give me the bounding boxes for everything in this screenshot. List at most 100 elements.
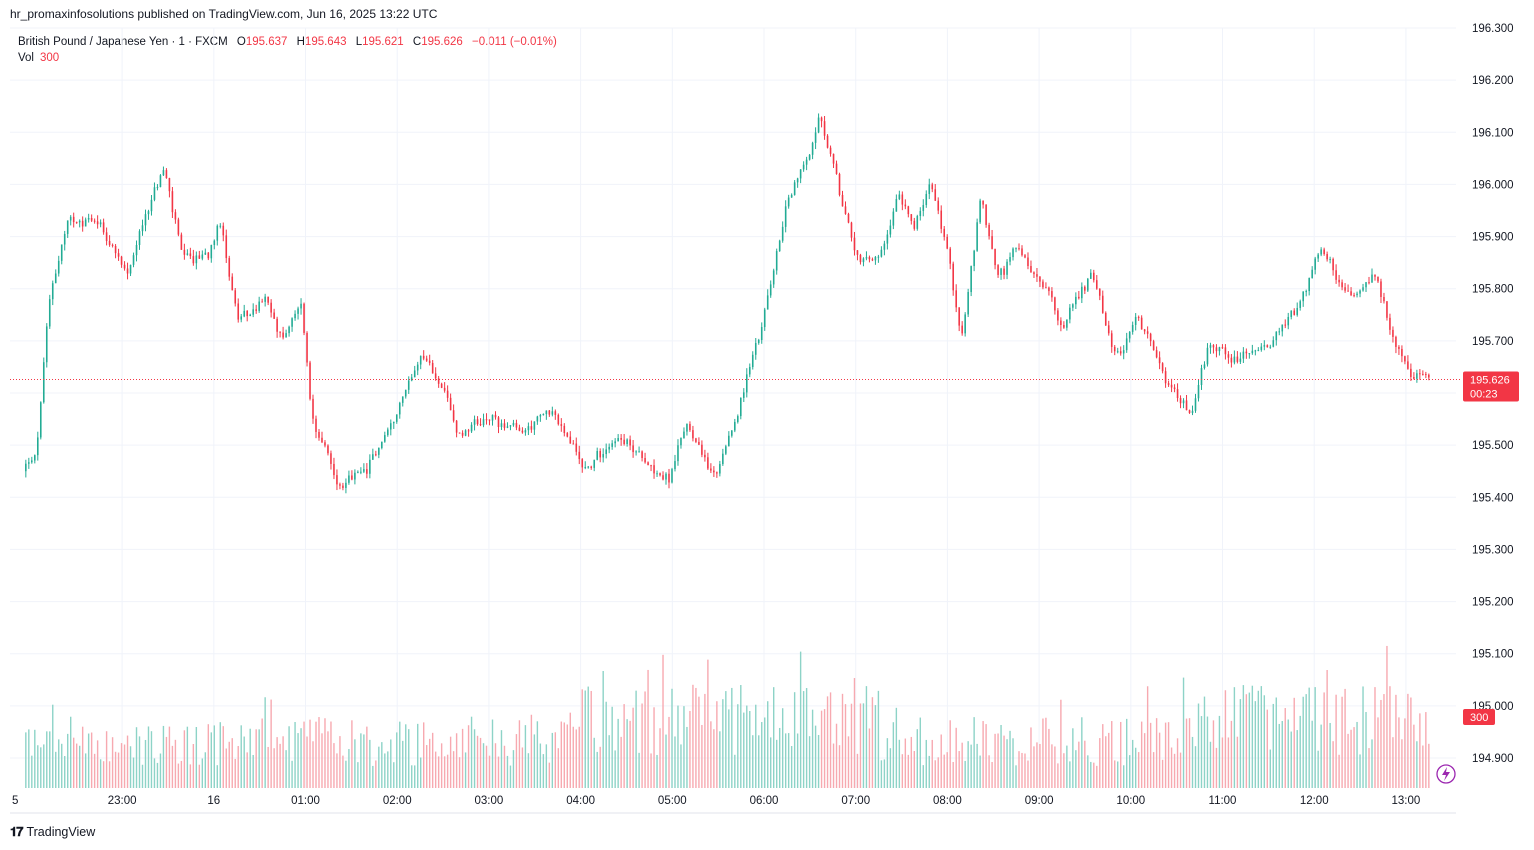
- volume-bar: [497, 756, 500, 788]
- candle-body: [473, 419, 476, 425]
- candle-body: [1233, 356, 1236, 363]
- candle-body: [303, 303, 305, 333]
- volume-bar: [853, 678, 856, 788]
- candle-body: [36, 437, 39, 456]
- candle-body: [1197, 385, 1200, 399]
- candle-body: [1296, 307, 1299, 315]
- grid: [10, 27, 1456, 814]
- candle-body: [1323, 249, 1325, 255]
- volume-bar: [1377, 717, 1379, 788]
- price-tick-label: 195.500: [1472, 440, 1514, 452]
- volume-bar: [1272, 703, 1274, 788]
- candle-body: [548, 410, 551, 415]
- volume-bar: [770, 737, 772, 788]
- tradingview-brand[interactable]: 𝟏𝟕 TradingView: [10, 824, 95, 840]
- volume-bar: [1323, 692, 1325, 788]
- candle-body: [1260, 346, 1263, 350]
- volume-bar: [530, 714, 533, 788]
- candle-body: [1134, 316, 1137, 325]
- volume-bar: [662, 654, 664, 788]
- candle-body: [659, 473, 661, 476]
- candle-body: [635, 451, 637, 453]
- candle-body: [96, 221, 99, 225]
- volume-bar: [1311, 720, 1313, 788]
- candle-body: [1110, 333, 1113, 347]
- candle-body: [1009, 257, 1011, 262]
- candle-body: [72, 216, 75, 223]
- candle-body: [132, 255, 135, 265]
- volume-bar: [503, 745, 506, 788]
- volume-bar: [1275, 697, 1277, 788]
- candle-body: [892, 211, 895, 226]
- candle-body: [647, 462, 649, 466]
- candle-body: [455, 420, 458, 433]
- volume-bar: [1066, 745, 1068, 788]
- candle-body: [1158, 357, 1161, 364]
- volume-bar: [958, 751, 960, 788]
- candle-body: [668, 473, 670, 483]
- volume-bar: [67, 733, 69, 788]
- volume-bar: [1419, 713, 1421, 788]
- candle-body: [63, 233, 66, 245]
- volume-bar: [1131, 739, 1134, 788]
- volume-bar: [1299, 715, 1301, 788]
- volume-bar: [1087, 755, 1089, 788]
- candle-body: [213, 240, 216, 245]
- candle-body: [739, 397, 742, 417]
- volume-bar: [321, 733, 323, 788]
- volume-bar: [1290, 731, 1292, 788]
- volume-bar: [52, 704, 54, 788]
- candle-body: [1182, 400, 1185, 404]
- close-value: 195.626: [421, 36, 463, 48]
- candle-body: [249, 314, 251, 317]
- candle-body: [1218, 347, 1221, 352]
- volume-bar: [25, 732, 27, 788]
- volume-bar: [677, 705, 679, 788]
- candle-body: [1242, 351, 1245, 359]
- volume-bar: [473, 729, 476, 788]
- candle-body: [1275, 331, 1278, 341]
- volume-bar: [159, 753, 162, 788]
- volume-bar: [808, 736, 811, 788]
- candle-body: [979, 200, 981, 223]
- volume-bar: [1257, 690, 1260, 788]
- candle-body: [470, 424, 473, 432]
- candle-body: [1380, 281, 1382, 298]
- lightning-icon[interactable]: [1436, 764, 1456, 784]
- candle-body: [1212, 345, 1215, 348]
- volume-bar: [1284, 708, 1286, 788]
- candle-body: [222, 225, 225, 236]
- candle-body: [416, 364, 419, 371]
- volume-bar: [1042, 718, 1044, 788]
- volume-bar: [393, 762, 395, 788]
- candle-body: [907, 206, 910, 215]
- candle-body: [1278, 331, 1281, 333]
- candle-body: [515, 422, 518, 428]
- candle-body: [731, 430, 733, 436]
- volume-bar: [437, 756, 440, 788]
- volume-bar: [773, 687, 775, 788]
- candle-body: [826, 135, 829, 148]
- volume-bar: [1341, 696, 1343, 788]
- volume-bar: [1362, 686, 1364, 788]
- candle-body: [934, 189, 937, 201]
- candle-body: [623, 439, 625, 445]
- candle-body: [1095, 280, 1098, 289]
- volume-bar: [656, 754, 658, 788]
- candle-body: [970, 266, 972, 293]
- volume-bar: [569, 712, 571, 788]
- candle-body: [937, 200, 940, 211]
- volume-bar: [476, 735, 479, 788]
- volume-bar: [1173, 753, 1176, 788]
- candle-body: [725, 446, 727, 454]
- volume-bar: [1236, 736, 1239, 788]
- candle-body: [401, 396, 404, 403]
- volume-bar: [228, 741, 230, 788]
- volume-bar: [1069, 761, 1071, 788]
- candle-body: [760, 327, 763, 340]
- candle-body: [78, 220, 81, 223]
- volume-bar: [354, 739, 356, 788]
- candle-body: [1215, 347, 1218, 352]
- volume-bar: [276, 737, 278, 788]
